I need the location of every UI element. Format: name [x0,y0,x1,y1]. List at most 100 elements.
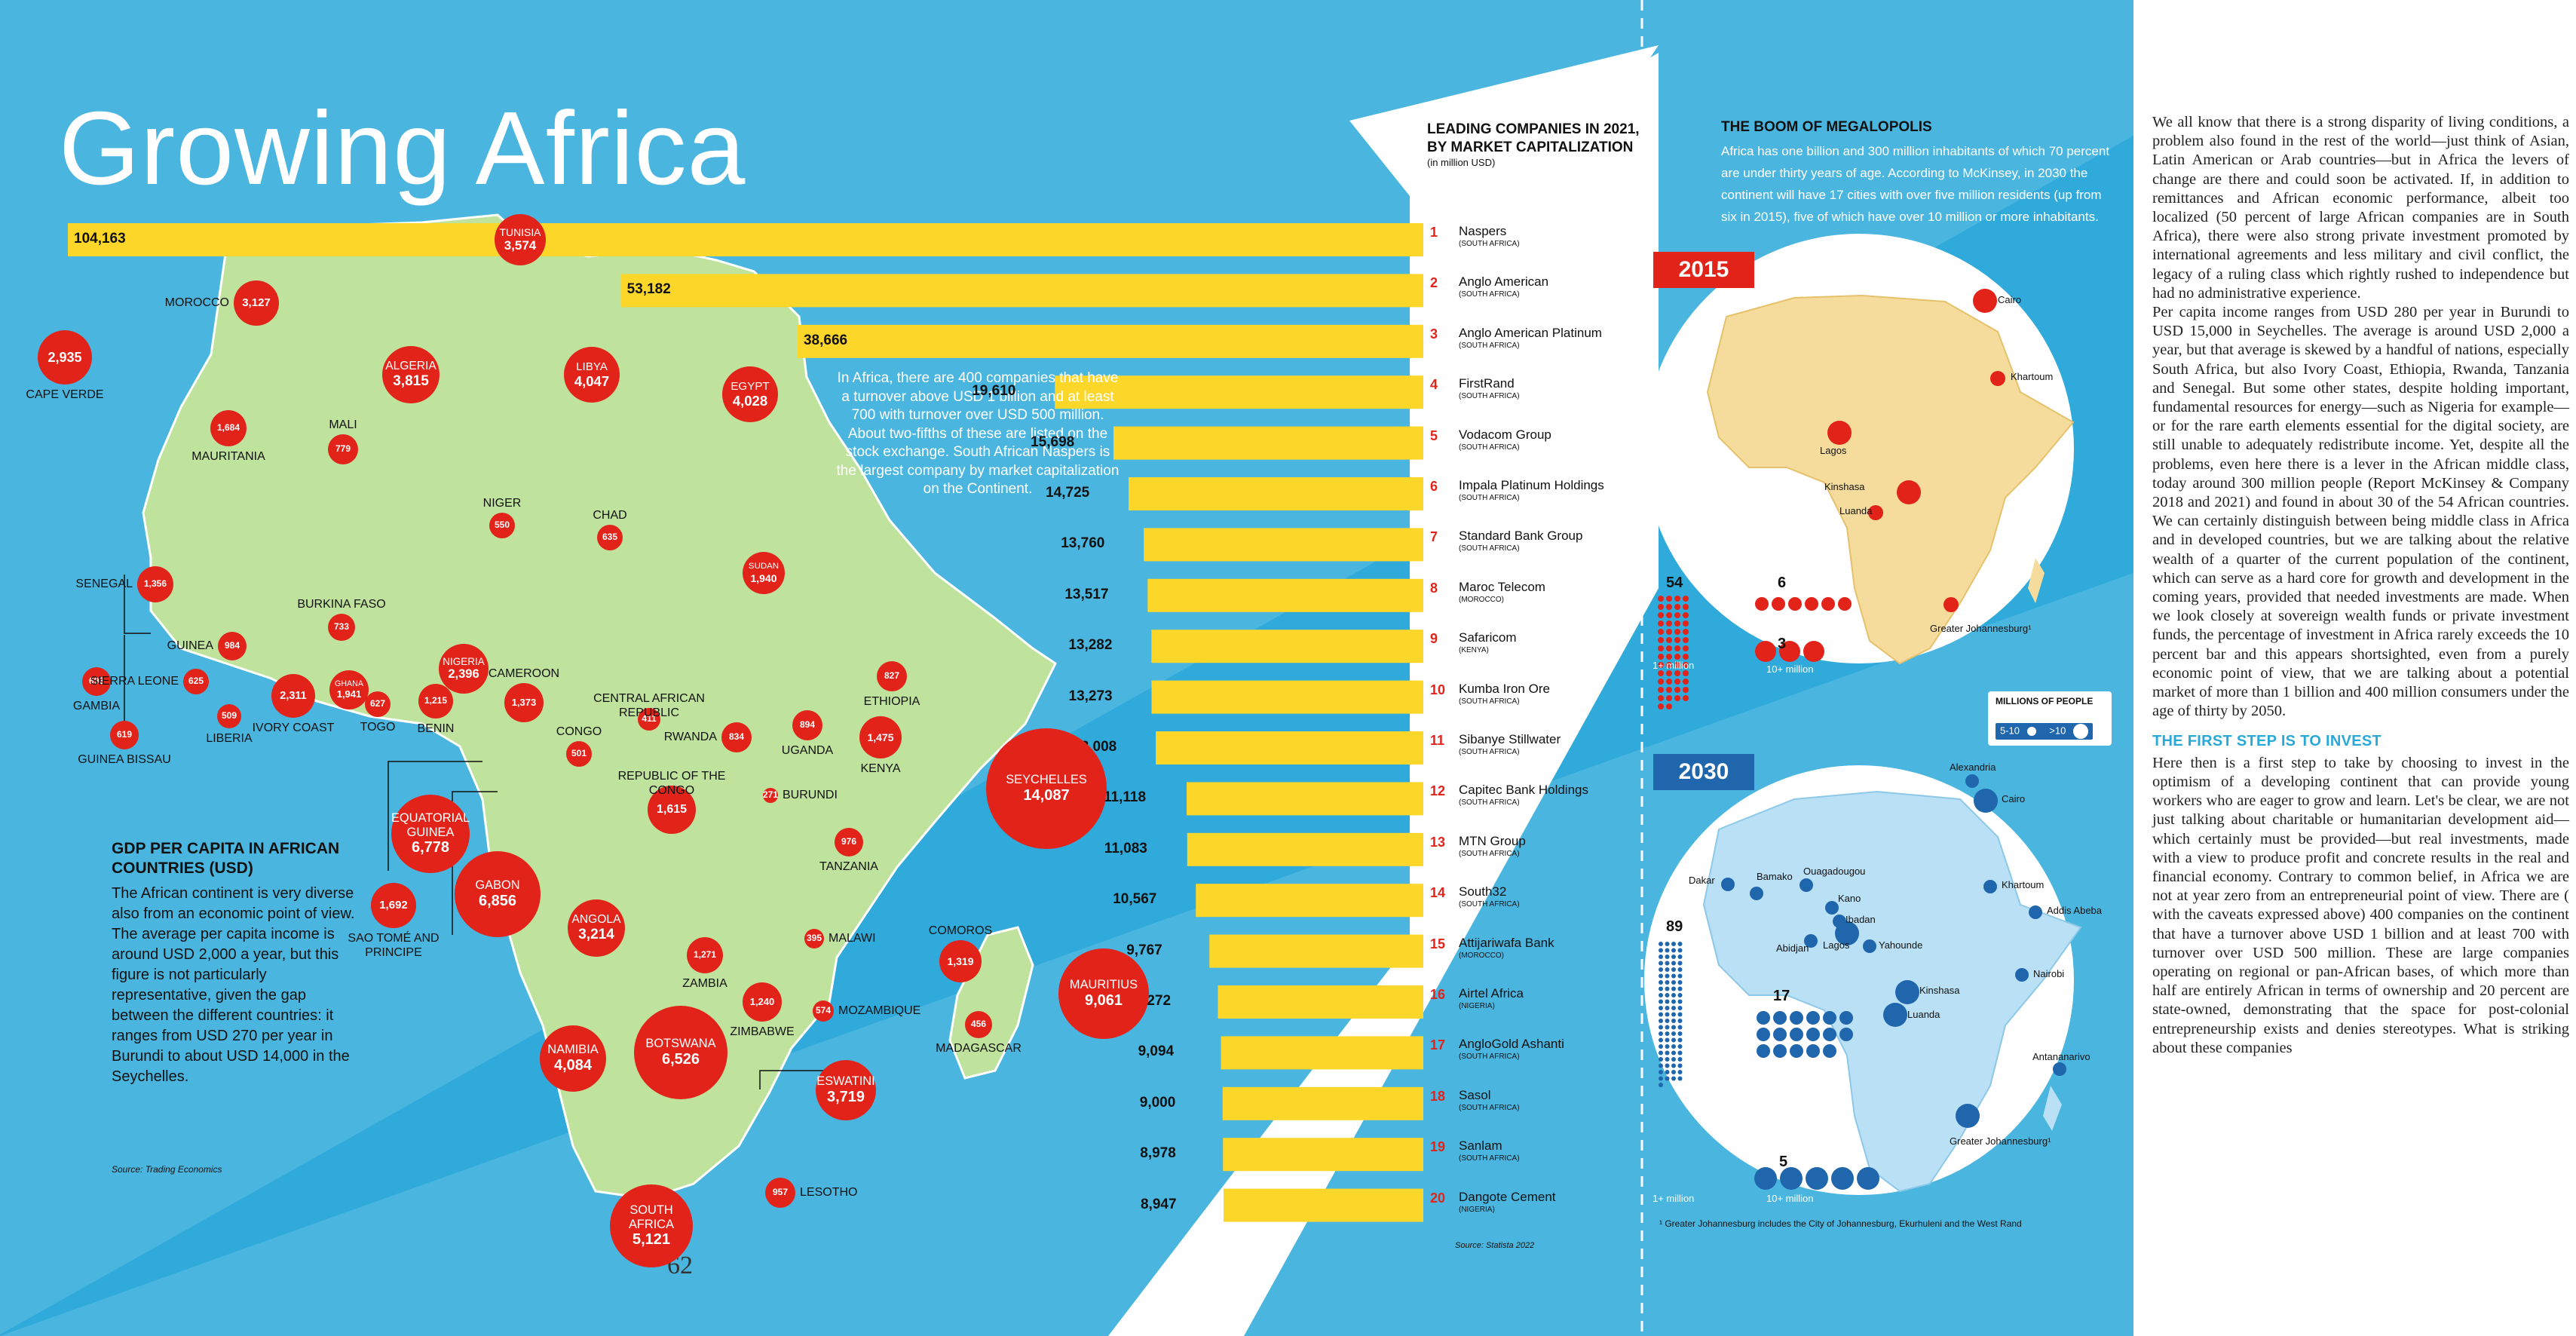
pop-2030-1m-dot [1677,1044,1683,1049]
country-bubble: 411 [638,708,660,731]
country-gdp: 574 [815,1005,832,1016]
country-gdp: 1,271 [693,949,717,961]
country-gdp: 456 [970,1019,987,1030]
pop-2030-1m-dot [1665,986,1670,991]
country-gdp: 827 [884,670,900,682]
pop-2030-5m-dot [1773,1028,1787,1041]
pop-2030-1m-dot [1671,993,1676,997]
country-name: ETHIOPIA [863,695,920,708]
pop-2015-1m-dot [1658,645,1664,651]
country-name: UGANDA [781,744,834,757]
bar-13 [1187,832,1423,866]
country-gdp: 1,373 [511,696,537,708]
y2030-city-label: Khartoum [2002,879,2045,890]
pop-2030-1m-dot [1659,1063,1663,1068]
pop-2015-1m-dot [1666,670,1672,676]
country-name: REPUBLIC OF THE CONGO [617,770,726,797]
intro-text: In Africa, there are 400 companies that … [836,370,1120,497]
country-bubble: GABON 6,856 [455,851,541,937]
country-gdp: 5,121 [632,1231,671,1249]
company-country: (SOUTH AFRICA) [1459,392,1520,401]
bar-value-label: 13,282 [1068,637,1113,654]
rank-number: 11 [1430,733,1445,748]
country-gdp: 894 [799,719,816,731]
pop-2030-5m-dot [1806,1011,1820,1025]
pop-2030-1m-dot [1665,993,1670,997]
pop-2030-1m-dot [1671,942,1676,946]
company-country: (SOUTH AFRICA) [1459,1103,1520,1112]
bar-value-label: 13,517 [1064,586,1109,602]
pop-2030-1m-dot [1677,948,1683,953]
rank-number: 5 [1430,427,1438,443]
company-country: (MOROCCO) [1459,951,1504,960]
country-gdp: 14,087 [1023,786,1070,804]
country-name: MAURITANIA [191,450,265,463]
label-2015-total: 1+ million [1652,660,1695,671]
legend-small-dot [2026,727,2036,736]
pop-2015-1m-dot [1674,662,1680,668]
y2030-city-label: Luanda [1907,1009,1940,1020]
pop-2015-10m-dot [1779,641,1800,662]
pop-2030-1m-dot [1665,1031,1670,1036]
pop-2030-1m-dot [1659,955,1663,959]
pop-2030-5m-dot [1823,1011,1836,1025]
country-bubble: 1,615 [648,786,696,834]
country-name: GHANA [335,679,363,689]
country-bubble: 1,684 [210,410,247,446]
pop-2015-1m-dot [1674,629,1680,635]
country-name: LESOTHO [800,1186,858,1199]
madagascar-2015 [2028,558,2045,603]
magazine-spread: Growing Africa In Africa, there are 400 … [0,0,2133,1336]
label-2030-5plus: 5+ million [1760,1075,1803,1086]
pop-2030-1m-dot [1671,999,1676,1004]
pop-2030-1m-dot [1677,1063,1683,1068]
pop-2015-1m-dot [1683,679,1689,685]
company-name: Vodacom Group [1459,427,1551,442]
pop-2015-5m-dot [1805,597,1818,611]
country-name: RWANDA [663,731,717,743]
pop-2030-1m-dot [1665,1063,1670,1068]
madagascar-land [948,926,1034,1080]
country-name: IVORY COAST [252,722,335,734]
pop-2030-1m-dot [1665,980,1670,985]
country-bubble: 1,215 [418,684,453,719]
article-paragraph-1: We all know that there is a strong dispa… [2152,114,2569,302]
pop-2015-1m-dot [1674,654,1680,660]
y2030-city-label: Addis Abeba [2047,905,2103,916]
rank-number: 7 [1430,529,1438,545]
bar-15 [1209,934,1423,968]
country-bubble: 1,319 [939,940,982,982]
pop-2015-1m-dot [1658,662,1664,668]
country-bubble: 619 [110,721,139,749]
country-bubble: MAURITIUS 9,061 [1058,948,1149,1039]
pop-2030-1m-dot [1671,1019,1676,1023]
country-gdp: 2,935 [47,349,82,365]
pop-2030-1m-dot [1659,999,1663,1004]
cities-2015-dots [1827,289,2005,612]
country-gdp: 1,940 [750,571,777,584]
country-gdp: 625 [188,676,204,687]
pop-2015-5m-dot [1772,597,1785,611]
pop-2015-1m-dot [1683,629,1689,635]
pop-2015-10m-dot [1755,641,1776,662]
country-gdp: 957 [772,1187,789,1198]
country-bubble: 894 [792,710,822,740]
pop-2030-1m-dot [1671,1050,1676,1056]
pop-2030-1m-dot [1671,1044,1676,1049]
country-name: ANGOLA [571,913,621,927]
y2015-city-label: Greater Johannesburg¹ [1930,623,2032,634]
pop-2015-5m-dot [1788,597,1802,611]
pop-2030-1m-dot [1671,955,1676,959]
pop-2030-1m-dot [1677,1070,1683,1074]
pop-2015-1m-dot [1683,670,1689,676]
bar-value-label: 14,725 [1046,485,1090,501]
country-name: CONGO [556,725,602,738]
country-gdp: 4,028 [732,393,768,409]
pop-2015-1m-dot [1683,612,1689,618]
company-country: (SOUTH AFRICA) [1459,748,1520,756]
article-subheading: THE FIRST STEP IS TO INVEST [2152,732,2382,749]
pop-2030-1m-dot [1665,1025,1670,1030]
pop-2030-1m-dot [1677,1057,1683,1062]
country-name: ESWATINI [816,1074,875,1089]
year-badge-2030: 2030 [1653,754,1754,790]
